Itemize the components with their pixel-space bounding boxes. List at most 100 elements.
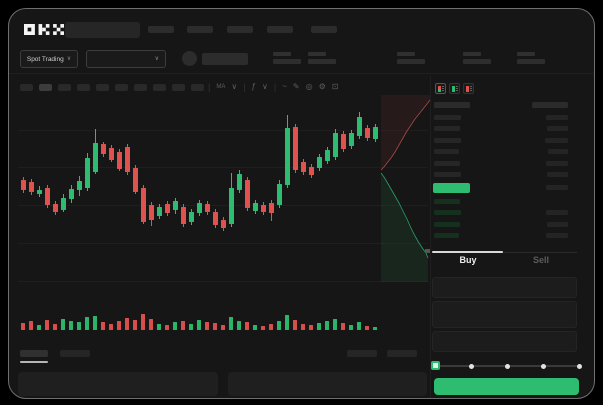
stat-label-placeholder xyxy=(397,52,415,56)
slider-step-dot[interactable] xyxy=(576,364,582,369)
nav-item-3[interactable] xyxy=(227,26,253,33)
volume-bar xyxy=(125,318,129,330)
mode-icon-colorbar xyxy=(465,85,469,92)
candle-body xyxy=(109,148,114,160)
chevron-down-icon[interactable]: ∨ xyxy=(262,82,268,91)
slider-step-dot[interactable] xyxy=(469,364,475,369)
orderbook-asks-icon[interactable] xyxy=(463,83,474,94)
tab-sell[interactable]: Sell xyxy=(532,255,549,265)
nav-item-1[interactable] xyxy=(148,26,174,33)
candle-body xyxy=(237,174,242,190)
market-type-selector[interactable]: Spot Trading ∨ xyxy=(20,50,78,68)
volume-bar xyxy=(21,323,25,330)
candle-body xyxy=(285,128,290,185)
slider-handle[interactable] xyxy=(431,361,440,370)
candle-body xyxy=(157,207,162,216)
candle-body xyxy=(293,127,298,170)
tab-history[interactable] xyxy=(60,350,90,357)
line-style-icon[interactable]: ~ xyxy=(282,82,287,91)
volume-bar xyxy=(61,319,65,330)
tab-buy[interactable]: Buy xyxy=(459,255,477,265)
ask-price-bar[interactable] xyxy=(434,126,460,131)
orderbook-both-icon[interactable] xyxy=(435,83,446,94)
ask-price-bar[interactable] xyxy=(434,160,460,166)
ma-overlay[interactable]: MA xyxy=(216,84,226,90)
coin-avatar xyxy=(182,51,197,66)
divider: | xyxy=(208,81,211,92)
price-field[interactable] xyxy=(432,277,577,298)
candle-body xyxy=(181,207,186,224)
timeframe-pill-2[interactable] xyxy=(39,84,52,91)
tab-orders[interactable] xyxy=(20,350,48,357)
ask-amount-bar xyxy=(547,172,568,177)
pair-selector[interactable]: ∨ xyxy=(86,50,166,68)
volume-bar xyxy=(109,324,113,330)
positions-panel-placeholder xyxy=(228,372,427,396)
timeframe-pill-5[interactable] xyxy=(96,84,109,91)
timeframe-pill-3[interactable] xyxy=(58,84,71,91)
candle-body xyxy=(21,180,26,190)
pair-name-placeholder xyxy=(202,53,248,65)
bid-price-bar[interactable] xyxy=(434,210,461,215)
buy-button[interactable] xyxy=(434,378,579,395)
volume-bar xyxy=(37,325,41,330)
timeframe-pill-8[interactable] xyxy=(153,84,166,91)
stat-block-4 xyxy=(463,52,493,66)
timeframe-pill-4[interactable] xyxy=(77,84,90,91)
candle-body xyxy=(333,133,338,157)
amount-field[interactable] xyxy=(432,301,577,328)
chart-gridline xyxy=(18,167,428,168)
ask-price-bar[interactable] xyxy=(434,114,461,120)
candle-body xyxy=(269,203,274,213)
volume-bar xyxy=(29,321,33,330)
timeframe-pill-1[interactable] xyxy=(20,84,33,91)
nav-item-4[interactable] xyxy=(267,26,293,33)
candle-body xyxy=(245,180,250,208)
candle-body xyxy=(69,189,74,199)
fullscreen-icon[interactable]: ⊡ xyxy=(331,82,339,91)
volume-bar xyxy=(373,327,377,330)
ask-price-bar[interactable] xyxy=(434,137,461,143)
total-field[interactable] xyxy=(432,331,577,352)
ask-amount-bar xyxy=(546,114,568,120)
search-input[interactable] xyxy=(65,22,140,38)
depth-price-marker xyxy=(425,249,430,253)
candle-body xyxy=(341,134,346,149)
stat-value-placeholder xyxy=(308,59,336,64)
tab-extra-1[interactable] xyxy=(347,350,377,357)
nav-item-5[interactable] xyxy=(311,26,337,33)
settings-gear-icon[interactable]: ⚙ xyxy=(318,82,326,91)
last-price-badge[interactable] xyxy=(433,183,470,193)
ask-amount-bar xyxy=(546,160,568,166)
chevron-down-icon[interactable]: ∨ xyxy=(231,82,238,91)
slider-step-dot[interactable] xyxy=(540,364,546,369)
indicators-icon[interactable]: ƒ xyxy=(251,82,256,91)
ask-price-bar[interactable] xyxy=(434,172,461,177)
divider: | xyxy=(273,81,277,92)
orderbook-bids-icon[interactable] xyxy=(449,83,460,94)
volume-bar xyxy=(69,321,73,330)
stat-label-placeholder xyxy=(517,52,535,56)
bid-price-bar[interactable] xyxy=(434,233,459,238)
tab-extra-2[interactable] xyxy=(387,350,417,357)
mode-icon-colorbar xyxy=(437,85,441,92)
nav-item-2[interactable] xyxy=(187,26,213,33)
timeframe-pill-6[interactable] xyxy=(115,84,128,91)
timeframe-pill-7[interactable] xyxy=(134,84,147,91)
bid-price-bar[interactable] xyxy=(434,198,460,204)
volume-bar xyxy=(77,322,81,330)
draw-icon[interactable]: ✎ xyxy=(292,82,300,91)
bid-price-bar[interactable] xyxy=(434,221,460,227)
slider-step-dot[interactable] xyxy=(505,364,510,369)
candle-body xyxy=(197,203,202,213)
buysell-active-indicator xyxy=(432,251,503,253)
orders-panel-placeholder xyxy=(18,372,218,396)
volume-bar xyxy=(301,324,305,330)
timeframe-pill-10[interactable] xyxy=(191,84,204,91)
volume-bar xyxy=(229,317,233,330)
ask-price-bar[interactable] xyxy=(434,149,459,154)
volume-bar xyxy=(357,322,361,330)
timeframe-pill-9[interactable] xyxy=(172,84,185,91)
candle-body xyxy=(61,198,66,210)
camera-icon[interactable]: ◎ xyxy=(305,82,313,91)
